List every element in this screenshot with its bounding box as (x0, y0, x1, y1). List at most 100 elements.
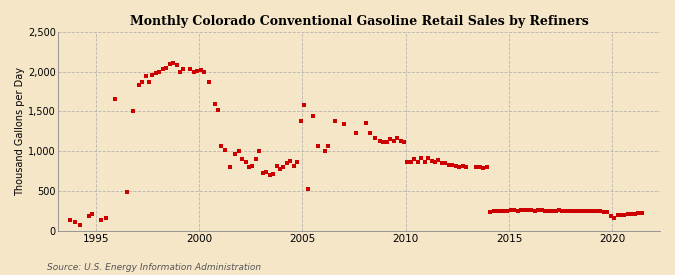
Point (247, 163, 258, 168)
Point (595, 209, 606, 214)
Point (209, 102, 220, 106)
Point (529, 208, 540, 213)
Point (419, 159, 430, 164)
Point (416, 155, 427, 160)
Point (588, 209, 599, 213)
Point (526, 208, 537, 213)
Point (230, 152, 240, 156)
Point (637, 211, 647, 216)
Point (568, 209, 578, 213)
Point (298, 103, 309, 107)
Point (609, 215, 620, 220)
Point (402, 159, 413, 164)
Point (133, 83, 144, 87)
Point (443, 163, 454, 167)
Point (350, 131, 361, 135)
Point (147, 73, 158, 77)
Point (204, 80, 215, 84)
Point (574, 209, 585, 213)
Point (275, 166, 286, 171)
Point (198, 70, 209, 74)
Point (450, 164, 461, 169)
Point (178, 66, 189, 71)
Point (188, 70, 199, 74)
Point (109, 97, 120, 101)
Point (307, 114, 318, 119)
Point (323, 144, 333, 149)
Point (516, 208, 526, 213)
Point (392, 136, 402, 140)
Point (360, 121, 371, 126)
Point (329, 119, 340, 123)
Point (478, 166, 489, 170)
Point (140, 74, 151, 79)
Point (375, 139, 385, 143)
Point (154, 70, 165, 74)
Point (157, 67, 168, 72)
Point (581, 208, 592, 213)
Point (585, 209, 595, 213)
Point (543, 209, 554, 213)
Point (171, 63, 182, 68)
Point (265, 173, 275, 177)
Point (285, 159, 296, 163)
Point (313, 144, 323, 148)
Point (70, 220, 80, 225)
Point (457, 164, 468, 169)
Point (84, 214, 95, 219)
Title: Monthly Colorado Conventional Gasoline Retail Sales by Refiners: Monthly Colorado Conventional Gasoline R… (130, 15, 589, 28)
Point (364, 131, 375, 135)
Point (406, 160, 416, 164)
Point (440, 161, 451, 165)
Point (271, 164, 282, 169)
Point (195, 68, 206, 72)
Point (395, 139, 406, 143)
Point (564, 209, 575, 213)
Point (475, 165, 485, 169)
Point (488, 209, 499, 213)
Point (64, 218, 75, 222)
Point (430, 159, 441, 164)
Point (385, 137, 396, 141)
Point (237, 157, 248, 161)
Y-axis label: Thousand Gallons per Day: Thousand Gallons per Day (15, 67, 25, 196)
Point (578, 209, 589, 213)
Point (128, 109, 139, 114)
Point (571, 209, 582, 213)
Point (254, 149, 265, 153)
Point (219, 147, 230, 152)
Point (295, 119, 306, 123)
Point (602, 210, 613, 214)
Point (75, 222, 86, 227)
Point (292, 159, 302, 164)
Point (281, 161, 292, 165)
Point (161, 65, 171, 70)
Point (225, 165, 236, 169)
Point (267, 172, 278, 177)
Point (522, 208, 533, 212)
Point (151, 71, 161, 76)
Point (622, 212, 633, 217)
Point (502, 209, 513, 213)
Point (499, 208, 510, 213)
Point (437, 161, 448, 165)
Point (454, 165, 464, 169)
Point (409, 157, 420, 161)
Point (86, 211, 97, 216)
Point (423, 155, 433, 160)
Point (250, 157, 261, 161)
Point (319, 149, 330, 153)
Point (461, 165, 472, 169)
Point (122, 189, 132, 194)
Point (164, 62, 175, 66)
Point (491, 209, 502, 213)
Point (509, 208, 520, 213)
Point (137, 80, 148, 84)
Point (302, 186, 313, 191)
Point (485, 210, 495, 214)
Point (213, 108, 223, 112)
Point (633, 211, 644, 215)
Point (426, 159, 437, 163)
Point (388, 139, 399, 143)
Point (412, 159, 423, 164)
